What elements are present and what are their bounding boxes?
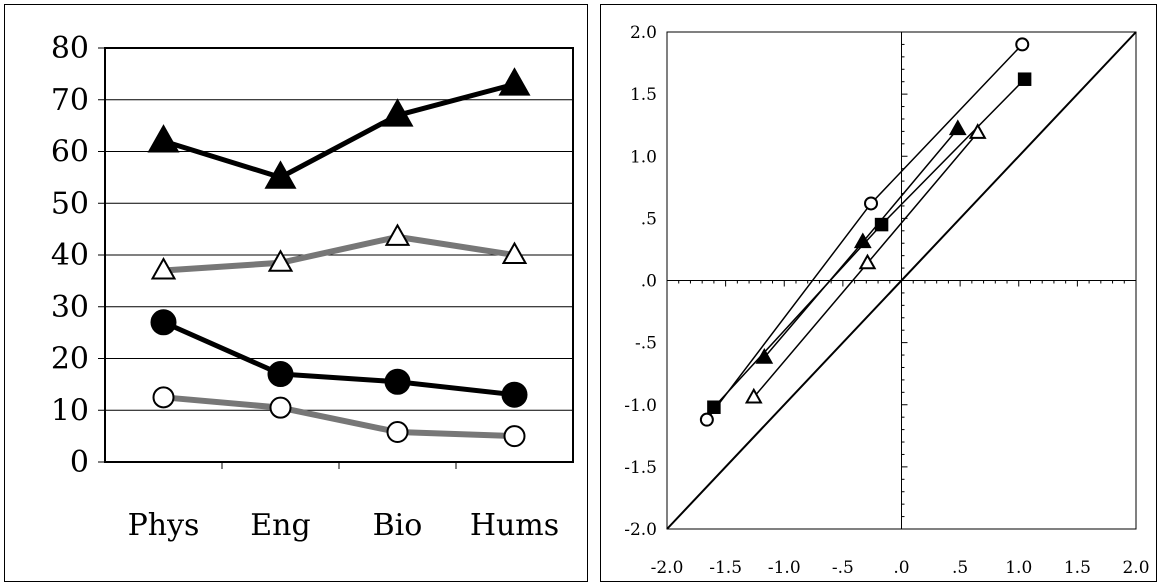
series-line — [163, 233, 515, 274]
x-tick-label: .0 — [893, 558, 909, 578]
x-category-label: Eng — [250, 508, 310, 543]
data-point — [858, 253, 877, 270]
y-tick-label: -2.0 — [624, 520, 657, 540]
y-tick-label: 1.5 — [630, 85, 657, 105]
data-point — [150, 256, 177, 280]
y-tick-label: .0 — [641, 272, 657, 292]
x-category-label: Hums — [470, 508, 559, 543]
x-tick-label: -2.0 — [651, 558, 684, 578]
x-tick-label: 2.0 — [1122, 558, 1149, 578]
data-point — [498, 67, 531, 96]
y-tick-label: .5 — [641, 209, 657, 229]
y-tick-label: 70 — [51, 83, 89, 118]
y-tick-label: -1.0 — [624, 396, 657, 416]
data-point — [1017, 72, 1032, 86]
data-point — [384, 368, 411, 395]
series-line — [162, 81, 516, 180]
y-tick-label: 2.0 — [630, 23, 657, 43]
x-tick-label: -1.5 — [709, 558, 742, 578]
y-tick-label: 60 — [51, 135, 89, 170]
data-point — [386, 420, 409, 443]
x-tick-label: .5 — [952, 558, 968, 578]
data-point — [744, 387, 763, 404]
plot-frame — [104, 47, 574, 463]
data-point — [707, 400, 721, 414]
data-point — [150, 309, 177, 336]
x-tick-label: -1.0 — [768, 558, 801, 578]
y-tick-label: 10 — [51, 393, 89, 428]
data-point — [267, 249, 294, 272]
y-tick-label: -.5 — [635, 334, 657, 354]
data-point — [501, 381, 528, 408]
y-tick-label: 50 — [51, 186, 89, 221]
data-point — [381, 98, 414, 127]
data-point — [152, 386, 175, 409]
right-scatter-chart: -2.0 -1.5 -1.0 -.5 .0 .5 1.0 1.5 2.0 2.0 1.5 1.0 .5.… — [624, 23, 1149, 578]
y-tick-label: 1.0 — [630, 147, 657, 167]
data-point — [874, 217, 889, 232]
x-tick-label: -.5 — [832, 558, 854, 578]
data-point — [968, 123, 987, 139]
data-point — [503, 425, 526, 448]
series-line — [163, 394, 515, 440]
data-point — [699, 412, 714, 427]
y-tick-label: 20 — [51, 342, 89, 377]
identity-diagonal — [666, 31, 1137, 530]
data-point — [264, 160, 297, 189]
x-tick-label: 1.5 — [1064, 558, 1091, 578]
y-tick-label: 0 — [70, 445, 89, 480]
data-point — [755, 348, 774, 364]
left-line-chart: 0 10 20 30 40 50 60 70 80 Phys Eng Bio Hums — [51, 31, 574, 543]
data-point — [853, 232, 872, 249]
data-point — [269, 396, 292, 419]
data-point — [267, 361, 294, 388]
x-category-label: Phys — [128, 508, 200, 543]
left-chart-panel: 0 10 20 30 40 50 60 70 80 Phys Eng Bio Hums — [4, 4, 588, 582]
data-point — [1015, 37, 1030, 52]
right-chart-panel: -2.0 -1.5 -1.0 -.5 .0 .5 1.0 1.5 2.0 2.0 1.5 1.0 .5.… — [600, 4, 1157, 582]
y-tick-label: 40 — [51, 238, 89, 273]
data-point — [864, 196, 879, 211]
data-point — [147, 124, 180, 153]
data-point — [501, 241, 528, 264]
y-tick-label: -1.5 — [624, 458, 657, 478]
series-line — [162, 319, 515, 398]
y-tick-label: 80 — [51, 31, 89, 66]
data-point — [384, 223, 411, 246]
x-tick-label: 1.0 — [1005, 558, 1032, 578]
y-tick-label: 30 — [51, 290, 89, 325]
x-category-label: Bio — [373, 508, 423, 543]
data-point — [948, 119, 967, 136]
